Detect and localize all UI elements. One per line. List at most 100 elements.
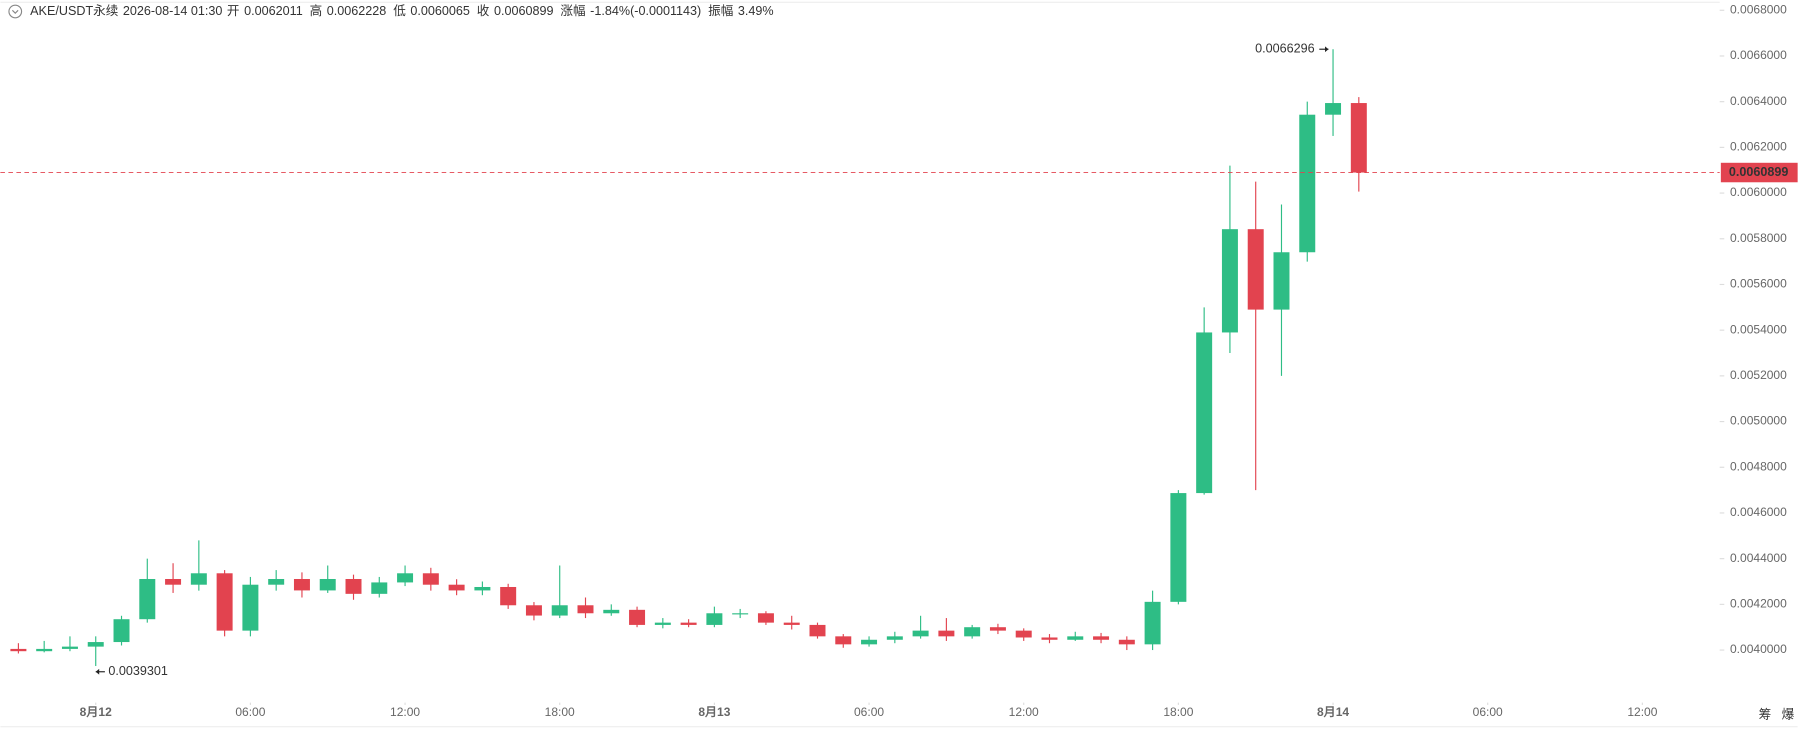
field-label: 收 [477,4,490,18]
candle-body [938,630,955,637]
field-label: 高 [310,3,323,18]
annotation-arrowhead [1325,46,1329,53]
pair: AKE/USDT永续 [30,4,119,18]
y-tick-label: 0.0062000 [1730,140,1787,154]
candle-body [422,573,439,585]
candle-body [1170,493,1187,602]
last-price-label: 0.0060899 [1729,165,1789,179]
y-tick-label: 0.0046000 [1730,505,1787,519]
candle-body [783,622,800,625]
candle-body [165,578,182,585]
candle-body [190,573,207,585]
y-tick-label: 0.0060000 [1730,185,1787,199]
candle-body [1350,103,1367,173]
y-tick-label: 0.0056000 [1730,277,1787,291]
time: 2026-08-14 01:30 [123,4,222,18]
candle-body [912,630,929,637]
x-tick-label: 06:00 [1473,705,1503,719]
candle-body [1196,332,1213,494]
candle-body [1041,637,1058,640]
y-tick-label: 0.0064000 [1730,94,1787,108]
candle-body [345,578,362,594]
y-tick-label: 0.0058000 [1730,231,1787,245]
field-label: 涨幅 [560,4,585,18]
y-tick-label: 0.0068000 [1730,2,1787,16]
collapse-icon[interactable] [8,4,23,19]
x-tick-label: 18:00 [545,705,575,719]
candle-body [474,586,491,591]
toolbar-button[interactable]: 爆 [1782,708,1795,722]
y-tick-label: 0.0054000 [1730,322,1787,336]
field-value: -1.84%(-0.0001143) [590,4,701,18]
candle-body [268,578,285,585]
last-price-box [1720,162,1798,183]
annotation-arrowhead [95,668,100,675]
field-value: 3.49% [738,4,774,18]
y-tick-label: 0.0050000 [1730,414,1787,428]
collapse-chevron [11,9,19,14]
candle-body [1273,252,1290,310]
header: AKE/USDT永续 2026-08-14 01:30 开 0.0062011 高 0.0… [30,3,773,18]
candle-body [1247,229,1264,310]
candle-body [113,619,130,643]
candle-body [1221,229,1238,333]
y-tick-label: 0.0066000 [1730,48,1787,62]
candle-body [1118,639,1135,645]
candle-body [577,605,594,614]
field-value: 0.0060065 [410,4,470,18]
candle-body [1015,630,1032,638]
candle-body [500,586,517,606]
candle-body [448,584,465,591]
candle-body [886,636,903,640]
candle-body [989,627,1006,631]
candle-body [371,582,388,594]
toolbar-button[interactable]: 筹 [1759,707,1772,722]
candle-body [551,605,568,616]
y-tick-label: 0.0052000 [1730,368,1787,382]
candle-body [1144,601,1161,645]
candle-body [861,639,878,645]
field-value: 0.0062011 [244,4,303,18]
candle-body [757,613,774,623]
candle-body [1325,103,1342,115]
candle-body [397,573,414,583]
y-tick-label: 0.0040000 [1730,642,1787,656]
candle-body [1067,636,1084,640]
x-tick-label: 8月14 [1317,705,1349,719]
x-tick-label: 12:00 [1627,705,1657,719]
x-tick-label: 06:00 [854,705,884,719]
x-tick-label: 18:00 [1163,705,1193,719]
candle-body [732,613,749,615]
annotation-label: 0.0039301 [108,664,168,678]
y-tick-label: 0.0048000 [1730,459,1787,473]
x-tick-label: 8月13 [698,705,730,719]
candle-body [654,622,671,625]
candle-body [139,578,156,620]
candle-body [1093,636,1110,640]
candle-body [1299,114,1316,253]
candle-body [242,584,259,631]
candle-body [835,636,852,645]
candle-body [36,648,53,652]
candle-body [680,622,697,625]
field-value: 0.0060899 [494,4,554,18]
x-tick-label: 12:00 [390,705,420,719]
candle-body [706,613,723,625]
field-value: 0.0062228 [327,4,387,18]
x-tick-label: 8月12 [80,705,112,719]
candle-body [629,609,646,625]
candle-body [10,648,27,652]
candle-body [603,609,620,614]
x-tick-label: 06:00 [235,705,265,719]
candle-body [61,646,78,649]
y-tick-label: 0.0044000 [1730,551,1787,565]
candle-body [319,578,336,591]
y-tick-label: 0.0042000 [1730,597,1787,611]
field-label: 低 [393,4,406,18]
candle-body [216,573,233,631]
field-label: 开 [227,4,240,18]
annotation-label: 0.0066296 [1255,42,1315,56]
candle-body [964,627,981,637]
